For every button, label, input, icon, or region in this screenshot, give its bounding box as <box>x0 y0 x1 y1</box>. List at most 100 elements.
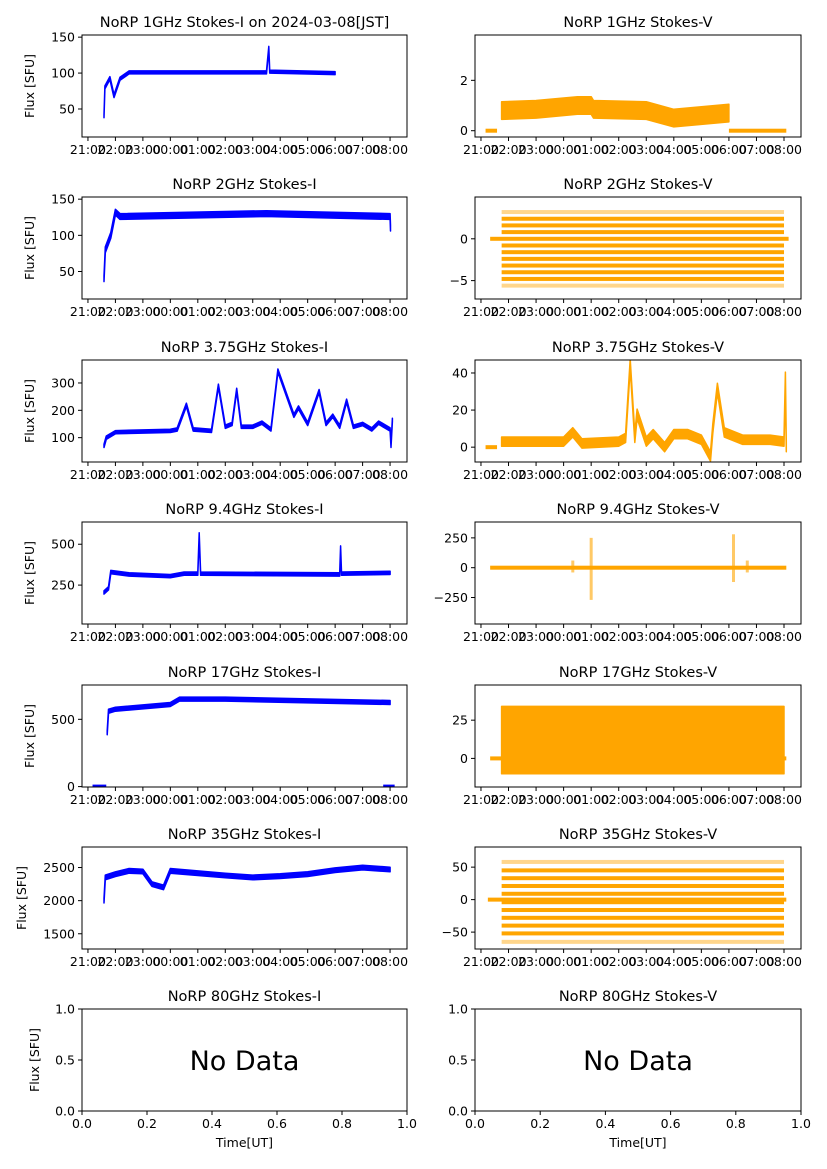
zero-segment <box>728 128 787 133</box>
x-tick-label: 02:00 <box>601 142 637 157</box>
x-tick-label: 04:00 <box>656 304 692 319</box>
x-tick-label: 23:00 <box>518 304 554 319</box>
x-tick-label: 01:00 <box>180 792 216 807</box>
axes-frame <box>81 359 408 463</box>
level-band <box>501 908 785 913</box>
x-tick-label: 05:00 <box>290 954 326 969</box>
data-trace <box>103 864 391 904</box>
x-tick-label: 08:00 <box>766 629 802 644</box>
x-tick-label: 01:00 <box>573 954 609 969</box>
y-tick-label: 500 <box>51 712 75 727</box>
zero-segment <box>383 784 395 787</box>
x-tick-label: 01:00 <box>573 142 609 157</box>
x-tick-label: 06:00 <box>711 629 747 644</box>
x-tick-label: 02:00 <box>207 629 243 644</box>
x-tick-label: 21:00 <box>70 954 106 969</box>
y-tick-label: 50 <box>59 264 75 279</box>
x-tick-label: 05:00 <box>683 629 719 644</box>
zero-segment <box>487 897 787 902</box>
x-tick-label: 22:00 <box>491 304 527 319</box>
x-tick-label: 06:00 <box>711 467 747 482</box>
axes-frame <box>81 846 408 950</box>
x-tick-label: 03:00 <box>235 142 271 157</box>
subplot: 0 20 40 21:0022:0023:0000:0001:0002:0003:00… <box>452 340 802 482</box>
data-trace <box>500 95 730 128</box>
x-tick-label: 08:00 <box>766 954 802 969</box>
x-tick-label: 21:00 <box>463 467 499 482</box>
x-tick-label: 03:00 <box>628 467 664 482</box>
x-tick-label: 02:00 <box>207 304 243 319</box>
x-tick-label: 04:00 <box>262 142 298 157</box>
axes-frame <box>81 684 408 788</box>
level-band <box>501 876 785 881</box>
x-tick-label: 07:00 <box>345 629 381 644</box>
subplot: 10020030021:0022:0023:0000:0001:0002:000… <box>22 340 408 482</box>
level-band <box>501 210 785 215</box>
axes-frame <box>81 34 408 138</box>
level-band <box>501 868 785 873</box>
x-tick-label: 21:00 <box>463 954 499 969</box>
subplot: 50 100 150 21:0022:0023:0000:0001:0002:0003… <box>22 15 408 157</box>
zero-segment <box>92 784 107 787</box>
x-tick-label: 02:00 <box>601 629 637 644</box>
x-tick-label: 23:00 <box>125 954 161 969</box>
x-tick-label: 01:00 <box>573 629 609 644</box>
y-tick-label: 250 <box>51 578 75 593</box>
x-tick-label: 07:00 <box>738 954 774 969</box>
x-tick-label: 08:00 <box>372 467 408 482</box>
x-tick-label: 23:00 <box>518 629 554 644</box>
x-tick-label: 01:00 <box>573 792 609 807</box>
x-tick-label: 00:00 <box>152 304 188 319</box>
y-tick-label: 0 <box>67 779 75 794</box>
y-tick-label: 0 <box>460 231 468 246</box>
x-tick-label: 00:00 <box>152 629 188 644</box>
no-data-label: No Data <box>583 1046 693 1077</box>
y-tick-label: 2 <box>460 73 468 88</box>
axes-frame <box>474 846 802 950</box>
x-tick-label: 07:00 <box>345 954 381 969</box>
axes-frame <box>474 196 802 300</box>
x-tick-label: 04:00 <box>262 792 298 807</box>
x-axis-label: Time[UT] <box>215 1135 273 1150</box>
level-band <box>501 243 785 248</box>
x-tick-label: 22:00 <box>97 142 133 157</box>
x-tick-label: 23:00 <box>125 467 161 482</box>
x-tick-label: 03:00 <box>628 142 664 157</box>
subplot-title: NoRP 2GHz Stokes-I <box>172 177 316 193</box>
y-axis-label: Flux [SFU] <box>14 866 29 930</box>
x-axis-label: Time[UT] <box>608 1135 666 1150</box>
x-tick-label: 03:00 <box>235 792 271 807</box>
y-tick-label: 0.0 <box>448 1104 468 1119</box>
level-band <box>501 900 785 905</box>
x-tick-label: 01:00 <box>180 629 216 644</box>
subplot-title: NoRP 3.75GHz Stokes-V <box>552 340 724 356</box>
x-tick-label: 06:00 <box>711 142 747 157</box>
x-tick-label: 03:00 <box>235 954 271 969</box>
axes-frame <box>474 521 802 625</box>
x-tick-label: 0.2 <box>137 1116 157 1131</box>
y-tick-label: 500 <box>51 537 75 552</box>
data-spike <box>589 537 593 600</box>
x-tick-label: 0.6 <box>267 1116 287 1131</box>
x-tick-label: 04:00 <box>262 304 298 319</box>
data-trace <box>106 696 391 736</box>
x-tick-label: 02:00 <box>601 304 637 319</box>
y-tick-label: 100 <box>51 228 75 243</box>
y-tick-label: 100 <box>51 66 75 81</box>
level-band <box>501 283 785 288</box>
x-tick-label: 01:00 <box>573 467 609 482</box>
data-spike <box>732 534 736 583</box>
x-tick-label: 0.4 <box>595 1116 615 1131</box>
x-tick-label: 07:00 <box>738 629 774 644</box>
level-band <box>501 250 785 255</box>
x-tick-label: 00:00 <box>152 142 188 157</box>
subplot: 0 2 21:0022:0023:0000:0001:0002:0003:0004:… <box>460 15 802 157</box>
y-tick-label: 0 <box>460 892 468 907</box>
plot-area <box>103 368 394 449</box>
subplot-title: NoRP 17GHz Stokes-V <box>559 665 717 681</box>
x-tick-label: 08:00 <box>372 629 408 644</box>
subplot-title: NoRP 35GHz Stokes-I <box>168 827 322 843</box>
y-tick-label: 0.5 <box>55 1053 75 1068</box>
x-tick-label: 0.8 <box>726 1116 746 1131</box>
axes-frame <box>474 34 802 138</box>
